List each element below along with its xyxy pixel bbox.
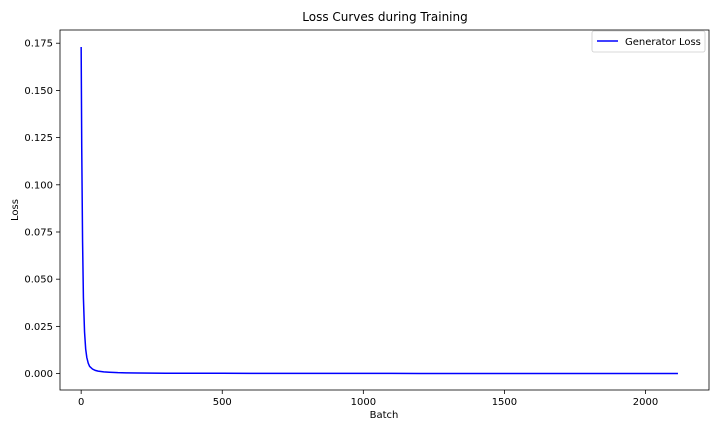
x-tick-label: 2000 [633,397,658,408]
y-axis-ticks: 0.000 0.025 0.050 0.075 0.100 0.125 0.150 0.175 [24,39,60,380]
legend: Generator Loss [591,30,706,53]
y-tick-label: 0.150 [24,86,53,97]
y-tick-label: 0.100 [24,180,53,191]
x-tick-label: 0 [78,397,84,408]
plot-frame [59,29,710,391]
x-tick-label: 500 [213,397,232,408]
x-axis-ticks: 0 500 1000 1500 2000 [78,390,658,408]
legend-label-generator-loss: Generator Loss [625,37,701,48]
x-axis-title: Batch [370,410,399,421]
x-tick-label: 1000 [351,397,376,408]
y-axis-title: Loss [10,199,21,221]
legend-box [591,30,706,53]
generator-loss-line [80,46,678,375]
y-tick-label: 0.000 [24,369,53,380]
plot-area [59,29,710,391]
y-tick-label: 0.025 [24,322,53,333]
chart-title: Loss Curves during Training [302,10,467,24]
y-tick-label: 0.075 [24,227,53,238]
y-tick-label: 0.050 [24,275,53,286]
y-tick-label: 0.175 [24,39,53,50]
x-tick-label: 1500 [492,397,517,408]
y-tick-label: 0.125 [24,133,53,144]
